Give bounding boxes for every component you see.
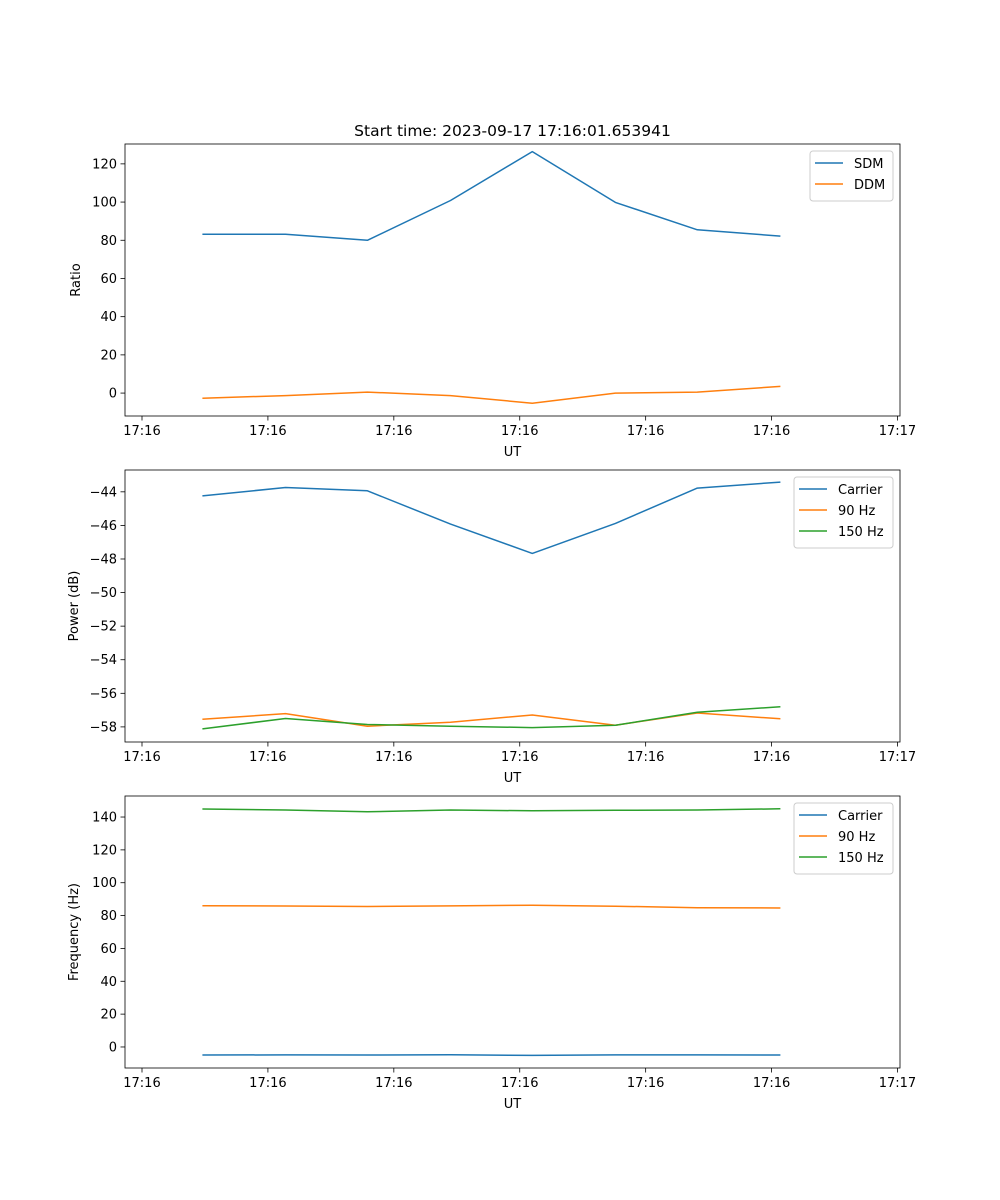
x-tick-label: 17:16 xyxy=(753,424,790,439)
series-line-carrier xyxy=(202,1053,781,1057)
series-line-sdm xyxy=(202,150,781,242)
subplot-1: 17:16 17:16 17:16 17:16 17:16 17:16 17:17 UT 0 20… xyxy=(69,122,916,460)
x-tick-label: 17:17 xyxy=(879,1076,916,1091)
y-tick-label: 80 xyxy=(100,234,117,249)
y-axis-label: Power (dB) xyxy=(67,571,82,642)
axes-frame xyxy=(124,795,901,1069)
y-tick-label: 0 xyxy=(109,387,117,402)
chart-title: Start time: 2023-09-17 17:16:01.653941 xyxy=(354,122,671,140)
x-tick-label: 17:16 xyxy=(627,1076,664,1091)
y-axis-label: Ratio xyxy=(69,263,84,296)
series-line-carrier xyxy=(202,481,781,555)
legend-label: 150 Hz xyxy=(838,525,884,540)
series-line-90-hz xyxy=(202,904,781,909)
y-tick-label: −54 xyxy=(90,653,117,668)
x-tick-label: 17:16 xyxy=(249,750,286,765)
y-tick-label: 100 xyxy=(92,876,117,891)
y-tick-label: 60 xyxy=(100,942,117,957)
y-tick-label: 80 xyxy=(100,909,117,924)
legend-label: 150 Hz xyxy=(838,851,884,866)
y-tick-label: 0 xyxy=(109,1040,117,1055)
subplot-3: 17:16 17:16 17:16 17:16 17:16 17:16 17:17 UT 0 20… xyxy=(67,795,916,1112)
subplot-2: 17:16 17:16 17:16 17:16 17:16 17:16 17:17 UT −58… xyxy=(67,469,916,786)
x-tick-label: 17:17 xyxy=(879,750,916,765)
legend-label: Carrier xyxy=(838,483,883,498)
y-tick-label: 20 xyxy=(100,348,117,363)
y-tick-label: −56 xyxy=(90,687,117,702)
y-tick-label: 120 xyxy=(92,157,117,172)
x-tick-label: 17:16 xyxy=(375,750,412,765)
x-tick-label: 17:16 xyxy=(627,424,664,439)
y-tick-label: 40 xyxy=(100,310,117,325)
y-tick-label: 20 xyxy=(100,1008,117,1023)
x-axis-label: UT xyxy=(504,445,522,460)
series-line-150-hz xyxy=(202,705,781,730)
series-line-ddm xyxy=(202,385,781,404)
x-axis-label: UT xyxy=(504,1097,522,1112)
legend-label: 90 Hz xyxy=(838,504,875,519)
axes-frame xyxy=(124,143,901,417)
x-tick-label: 17:16 xyxy=(123,1076,160,1091)
x-tick-label: 17:16 xyxy=(501,750,538,765)
y-tick-label: −52 xyxy=(90,620,117,635)
y-tick-label: −44 xyxy=(90,485,117,500)
x-tick-label: 17:16 xyxy=(375,1076,412,1091)
axes-frame xyxy=(124,469,901,743)
y-tick-label: −50 xyxy=(90,586,117,601)
legend-label: DDM xyxy=(854,178,885,193)
legend-label: 90 Hz xyxy=(838,830,875,845)
x-tick-label: 17:16 xyxy=(123,750,160,765)
x-tick-label: 17:17 xyxy=(879,424,916,439)
legend: SDM DDM xyxy=(809,150,894,202)
x-tick-label: 17:16 xyxy=(627,750,664,765)
x-tick-label: 17:16 xyxy=(249,1076,286,1091)
y-tick-label: 100 xyxy=(92,196,117,211)
y-tick-label: −48 xyxy=(90,552,117,567)
y-tick-label: −46 xyxy=(90,519,117,534)
legend: Carrier 90 Hz 150 Hz xyxy=(793,802,894,875)
y-axis-label: Frequency (Hz) xyxy=(67,883,82,981)
y-tick-label: −58 xyxy=(90,720,117,735)
y-tick-label: 60 xyxy=(100,272,117,287)
x-tick-label: 17:16 xyxy=(375,424,412,439)
y-tick-label: 40 xyxy=(100,975,117,990)
series-line-150-hz xyxy=(202,808,781,813)
x-tick-label: 17:16 xyxy=(501,424,538,439)
y-tick-label: 140 xyxy=(92,811,117,826)
x-tick-label: 17:16 xyxy=(123,424,160,439)
y-tick-label: 120 xyxy=(92,843,117,858)
x-tick-label: 17:16 xyxy=(753,1076,790,1091)
legend-label: SDM xyxy=(854,157,883,172)
legend: Carrier 90 Hz 150 Hz xyxy=(793,476,894,549)
x-tick-label: 17:16 xyxy=(249,424,286,439)
x-tick-label: 17:16 xyxy=(501,1076,538,1091)
x-axis-label: UT xyxy=(504,771,522,786)
x-tick-label: 17:16 xyxy=(753,750,790,765)
series-line-90-hz xyxy=(202,712,781,727)
legend-label: Carrier xyxy=(838,809,883,824)
